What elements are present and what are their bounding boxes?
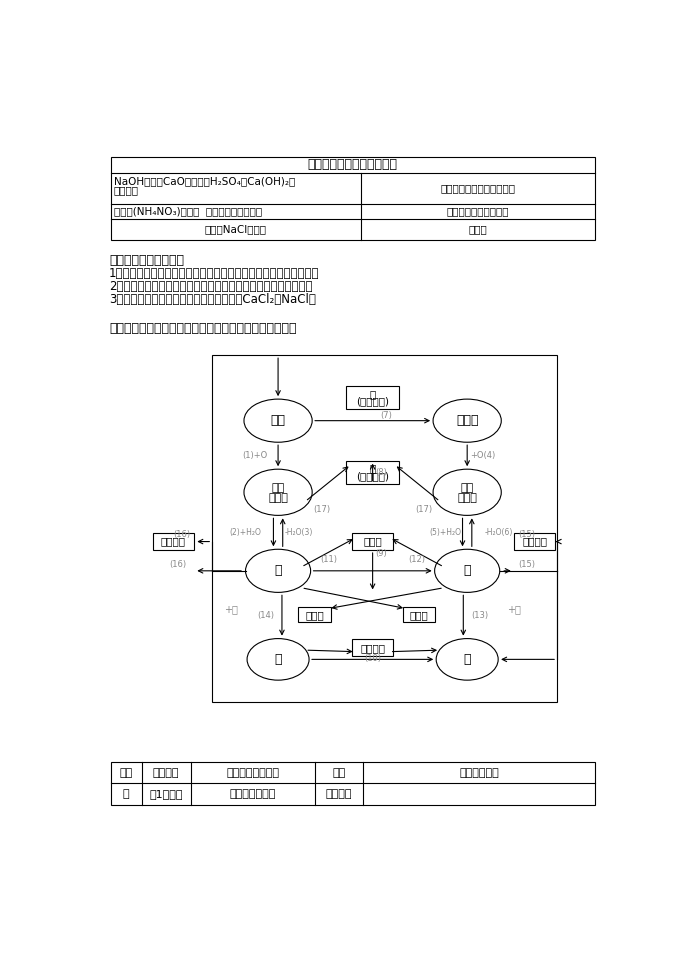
Bar bbox=[212, 355, 557, 702]
Text: 不放热: 不放热 bbox=[469, 224, 487, 234]
Text: (1)+O: (1)+O bbox=[242, 452, 267, 460]
Text: (无氧酸盐): (无氧酸盐) bbox=[356, 396, 389, 407]
Text: (14): (14) bbox=[257, 611, 274, 619]
Text: (11): (11) bbox=[320, 554, 337, 564]
Text: (9): (9) bbox=[376, 550, 387, 558]
Text: 盐和水: 盐和水 bbox=[363, 537, 382, 547]
Text: (7): (7) bbox=[381, 411, 392, 419]
Bar bbox=[346, 460, 399, 484]
Text: 吸热，使周围温度下降: 吸热，使周围温度下降 bbox=[447, 206, 509, 217]
Text: 蔗糖、NaCl溶于水: 蔗糖、NaCl溶于水 bbox=[205, 224, 267, 234]
Text: 碱性: 碱性 bbox=[271, 484, 284, 493]
Text: (17): (17) bbox=[313, 505, 330, 514]
Text: 取少量酸于试管: 取少量酸于试管 bbox=[229, 789, 275, 799]
Text: 3、显中性的溶液：水和大多数的盐溶液（CaCl₂、NaCl）: 3、显中性的溶液：水和大多数的盐溶液（CaCl₂、NaCl） bbox=[109, 293, 316, 306]
Text: 盐和金属: 盐和金属 bbox=[161, 537, 186, 547]
Bar bbox=[153, 533, 194, 550]
Text: 放出热量，使周围温度升高: 放出热量，使周围温度升高 bbox=[440, 184, 515, 193]
Text: (16): (16) bbox=[170, 560, 187, 569]
Text: 氧化物: 氧化物 bbox=[458, 492, 477, 503]
Text: 初中化学溶液的酸碱性: 初中化学溶液的酸碱性 bbox=[109, 253, 184, 267]
Text: 盐: 盐 bbox=[370, 463, 376, 474]
Text: 非金属: 非金属 bbox=[456, 415, 478, 427]
Text: (15): (15) bbox=[518, 530, 535, 539]
Bar bbox=[515, 533, 554, 550]
Text: 化学反应实例: 化学反应实例 bbox=[460, 767, 499, 778]
Text: 碱: 碱 bbox=[274, 564, 282, 578]
Text: (10): (10) bbox=[364, 654, 381, 663]
Text: 硝酸铵(NH₄NO₃)溶于水  （多数的分解反应）: 硝酸铵(NH₄NO₃)溶于水 （多数的分解反应） bbox=[114, 206, 262, 217]
Text: +酸: +酸 bbox=[224, 604, 238, 615]
Text: (16): (16) bbox=[173, 530, 190, 539]
Text: (12): (12) bbox=[408, 554, 425, 564]
Text: 盐: 盐 bbox=[464, 653, 471, 666]
Text: 石蕊试剂: 石蕊试剂 bbox=[326, 789, 352, 799]
Bar bbox=[111, 156, 595, 240]
Text: 酸: 酸 bbox=[123, 789, 129, 799]
Bar bbox=[346, 386, 399, 409]
Bar bbox=[111, 762, 595, 805]
Text: 金属: 金属 bbox=[271, 415, 286, 427]
Text: 两种新盐: 两种新盐 bbox=[360, 643, 385, 653]
Text: (17): (17) bbox=[415, 505, 432, 514]
Text: -H₂O(3): -H₂O(3) bbox=[284, 528, 313, 537]
Text: 物质溶于水的吸热放热情况: 物质溶于水的吸热放热情况 bbox=[308, 158, 398, 171]
Text: 1、显酸性的溶液：酸溶液和某些盐溶液（硫酸氢钠、硫酸氢钾等）: 1、显酸性的溶液：酸溶液和某些盐溶液（硫酸氢钠、硫酸氢钾等） bbox=[109, 267, 319, 280]
Text: 酸和盐: 酸和盐 bbox=[409, 610, 429, 619]
Bar bbox=[352, 533, 393, 550]
Text: NaOH固体、CaO固体、浓H₂SO₄、Ca(OH)₂固: NaOH固体、CaO固体、浓H₂SO₄、Ca(OH)₂固 bbox=[114, 176, 295, 185]
Text: 体溶于水: 体溶于水 bbox=[114, 185, 139, 195]
Bar bbox=[298, 607, 330, 622]
Text: 盐和氢气: 盐和氢气 bbox=[522, 537, 547, 547]
Text: 金属和非金属单质、氧化物、酸、碱、盐之间的相互转化: 金属和非金属单质、氧化物、酸、碱、盐之间的相互转化 bbox=[109, 322, 297, 335]
Text: +O(4): +O(4) bbox=[471, 452, 495, 460]
Text: （1）紫色: （1）紫色 bbox=[149, 789, 183, 799]
Text: 现象: 现象 bbox=[333, 767, 346, 778]
Text: 盐: 盐 bbox=[370, 388, 376, 399]
Text: 检验的方法、步骤: 检验的方法、步骤 bbox=[226, 767, 279, 778]
Text: 物质: 物质 bbox=[120, 767, 133, 778]
Bar bbox=[352, 639, 393, 656]
Text: +碱: +碱 bbox=[508, 604, 521, 615]
Text: (15): (15) bbox=[518, 560, 535, 569]
Text: (8): (8) bbox=[376, 468, 387, 477]
Text: -H₂O(6): -H₂O(6) bbox=[484, 528, 513, 537]
Text: (13): (13) bbox=[471, 611, 488, 619]
Text: (5)+H₂O: (5)+H₂O bbox=[429, 528, 461, 537]
Text: 氧化物: 氧化物 bbox=[268, 492, 288, 503]
Text: (含氧酸盐): (含氧酸盐) bbox=[356, 471, 389, 481]
Text: 酸性: 酸性 bbox=[460, 484, 474, 493]
Text: (2)+H₂O: (2)+H₂O bbox=[229, 528, 261, 537]
Bar bbox=[403, 607, 436, 622]
Text: 碱和盐: 碱和盐 bbox=[305, 610, 324, 619]
Text: 所用试剂: 所用试剂 bbox=[153, 767, 179, 778]
Text: 盐: 盐 bbox=[274, 653, 282, 666]
Text: 酸: 酸 bbox=[464, 564, 471, 578]
Text: 2、显碱性的溶液：碱溶液和某些盐溶液（碳酸钠、碳酸氢钠等）: 2、显碱性的溶液：碱溶液和某些盐溶液（碳酸钠、碳酸氢钠等） bbox=[109, 280, 313, 293]
